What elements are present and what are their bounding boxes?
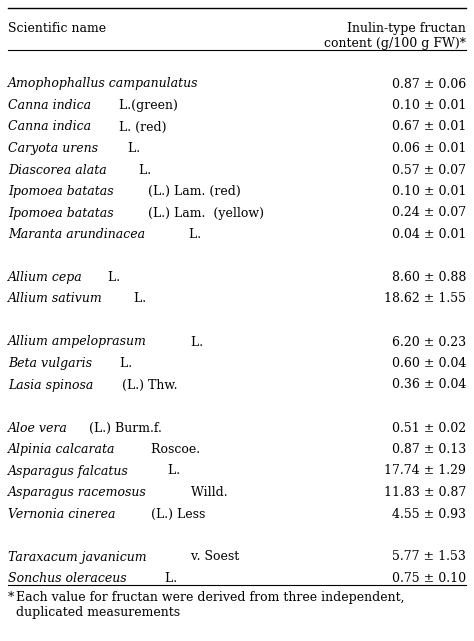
Text: L.: L. xyxy=(136,163,152,176)
Text: Canna indica: Canna indica xyxy=(8,121,91,133)
Text: L.: L. xyxy=(117,357,133,370)
Text: 0.51 ± 0.02: 0.51 ± 0.02 xyxy=(392,422,466,435)
Text: Allium cepa: Allium cepa xyxy=(8,271,83,284)
Text: Allium ampeloprasum: Allium ampeloprasum xyxy=(8,335,147,349)
Text: 0.24 ± 0.07: 0.24 ± 0.07 xyxy=(392,206,466,219)
Text: Asparagus racemosus: Asparagus racemosus xyxy=(8,486,147,499)
Text: 11.83 ± 0.87: 11.83 ± 0.87 xyxy=(384,486,466,499)
Text: (L.) Less: (L.) Less xyxy=(147,508,205,520)
Text: 0.10 ± 0.01: 0.10 ± 0.01 xyxy=(392,99,466,112)
Text: Inulin-type fructan
content (g/100 g FW)*: Inulin-type fructan content (g/100 g FW)… xyxy=(324,22,466,50)
Text: Alpinia calcarata: Alpinia calcarata xyxy=(8,443,116,456)
Text: Vernonia cinerea: Vernonia cinerea xyxy=(8,508,116,520)
Text: Scientific name: Scientific name xyxy=(8,22,106,35)
Text: 0.87 ± 0.06: 0.87 ± 0.06 xyxy=(392,78,466,90)
Text: Maranta arundinacea: Maranta arundinacea xyxy=(8,228,145,241)
Text: Lasia spinosa: Lasia spinosa xyxy=(8,378,93,392)
Text: (L.) Thw.: (L.) Thw. xyxy=(118,378,178,392)
Text: Amophophallus campanulatus: Amophophallus campanulatus xyxy=(8,78,199,90)
Text: 0.06 ± 0.01: 0.06 ± 0.01 xyxy=(392,142,466,155)
Text: L.: L. xyxy=(161,572,177,585)
Text: (L.) Lam. (red): (L.) Lam. (red) xyxy=(144,185,241,198)
Text: Each value for fructan were derived from three independent,
  duplicated measure: Each value for fructan were derived from… xyxy=(8,591,404,619)
Text: 4.55 ± 0.93: 4.55 ± 0.93 xyxy=(392,508,466,520)
Text: Beta vulgaris: Beta vulgaris xyxy=(8,357,92,370)
Text: 0.87 ± 0.13: 0.87 ± 0.13 xyxy=(392,443,466,456)
Text: (L.) Burm.f.: (L.) Burm.f. xyxy=(85,422,162,435)
Text: 18.62 ± 1.55: 18.62 ± 1.55 xyxy=(384,292,466,306)
Text: L. (red): L. (red) xyxy=(115,121,167,133)
Text: 5.77 ± 1.53: 5.77 ± 1.53 xyxy=(392,551,466,563)
Text: Willd.: Willd. xyxy=(187,486,228,499)
Text: L.: L. xyxy=(187,335,203,349)
Text: 8.60 ± 0.88: 8.60 ± 0.88 xyxy=(392,271,466,284)
Text: L.(green): L.(green) xyxy=(115,99,178,112)
Text: Ipomoea batatas: Ipomoea batatas xyxy=(8,185,114,198)
Text: 0.67 ± 0.01: 0.67 ± 0.01 xyxy=(392,121,466,133)
Text: v. Soest: v. Soest xyxy=(187,551,239,563)
Text: 0.57 ± 0.07: 0.57 ± 0.07 xyxy=(392,163,466,176)
Text: 6.20 ± 0.23: 6.20 ± 0.23 xyxy=(392,335,466,349)
Text: Ipomoea batatas: Ipomoea batatas xyxy=(8,206,114,219)
Text: Aloe vera: Aloe vera xyxy=(8,422,68,435)
Text: L.: L. xyxy=(124,142,140,155)
Text: *: * xyxy=(8,591,14,604)
Text: L.: L. xyxy=(130,292,146,306)
Text: L.: L. xyxy=(185,228,201,241)
Text: 0.10 ± 0.01: 0.10 ± 0.01 xyxy=(392,185,466,198)
Text: Roscoe.: Roscoe. xyxy=(147,443,200,456)
Text: L.: L. xyxy=(164,465,180,478)
Text: (L.) Lam.  (yellow): (L.) Lam. (yellow) xyxy=(144,206,264,219)
Text: Caryota urens: Caryota urens xyxy=(8,142,98,155)
Text: L.: L. xyxy=(104,271,120,284)
Text: 0.36 ± 0.04: 0.36 ± 0.04 xyxy=(392,378,466,392)
Text: 0.75 ± 0.10: 0.75 ± 0.10 xyxy=(392,572,466,585)
Text: Canna indica: Canna indica xyxy=(8,99,91,112)
Text: Diascorea alata: Diascorea alata xyxy=(8,163,107,176)
Text: 17.74 ± 1.29: 17.74 ± 1.29 xyxy=(384,465,466,478)
Text: Asparagus falcatus: Asparagus falcatus xyxy=(8,465,129,478)
Text: Sonchus oleraceus: Sonchus oleraceus xyxy=(8,572,127,585)
Text: 0.04 ± 0.01: 0.04 ± 0.01 xyxy=(392,228,466,241)
Text: Taraxacum javanicum: Taraxacum javanicum xyxy=(8,551,146,563)
Text: 0.60 ± 0.04: 0.60 ± 0.04 xyxy=(392,357,466,370)
Text: Allium sativum: Allium sativum xyxy=(8,292,103,306)
